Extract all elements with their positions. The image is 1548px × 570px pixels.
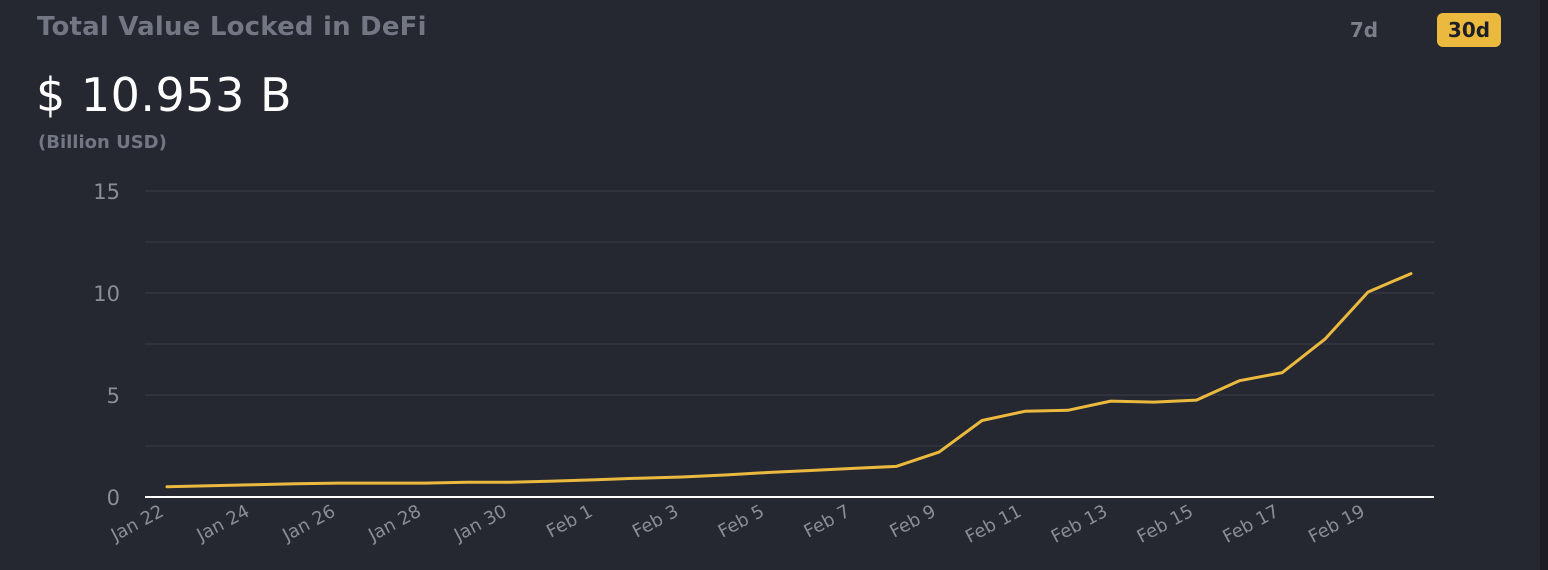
y-tick-label: 0 [107, 486, 120, 510]
series-line [165, 272, 1413, 489]
x-tick-label: Jan 30 [450, 501, 511, 546]
x-tick-label: Feb 9 [886, 501, 939, 543]
y-tick-label: 15 [93, 180, 120, 204]
y-tick-label: 5 [107, 384, 120, 408]
x-tick-label: Feb 17 [1219, 501, 1282, 548]
x-tick-label: Feb 1 [543, 501, 596, 543]
x-tick-label: Feb 11 [962, 501, 1025, 548]
x-axis-ticks: Jan 22 Jan 24 Jan 26 Jan 28 Jan 30 Feb 1 Feb 3… [107, 501, 1369, 548]
chart-title: Total Value Locked in DeFi [37, 12, 427, 42]
x-tick-label: Jan 24 [193, 501, 254, 546]
x-tick-label: Feb 15 [1134, 501, 1197, 548]
range-30d-button[interactable]: 30d [1437, 13, 1501, 47]
x-tick-label: Feb 3 [629, 501, 682, 543]
x-tick-label: Feb 7 [801, 501, 854, 543]
grid-lines [145, 190, 1434, 447]
x-tick-label: Jan 26 [278, 501, 339, 546]
x-tick-label: Feb 13 [1048, 501, 1111, 548]
y-tick-label: 10 [93, 282, 120, 306]
range-7d-button[interactable]: 7d [1349, 18, 1379, 42]
scroll-edge [1540, 0, 1548, 570]
x-tick-label: Jan 28 [364, 501, 425, 546]
tvl-value: $ 10.953 B [36, 68, 293, 122]
x-tick-label: Feb 19 [1305, 501, 1368, 548]
tvl-unit: (Billion USD) [38, 132, 167, 153]
y-axis-ticks: 0 5 10 15 [93, 180, 120, 510]
x-tick-label: Feb 5 [715, 501, 768, 543]
